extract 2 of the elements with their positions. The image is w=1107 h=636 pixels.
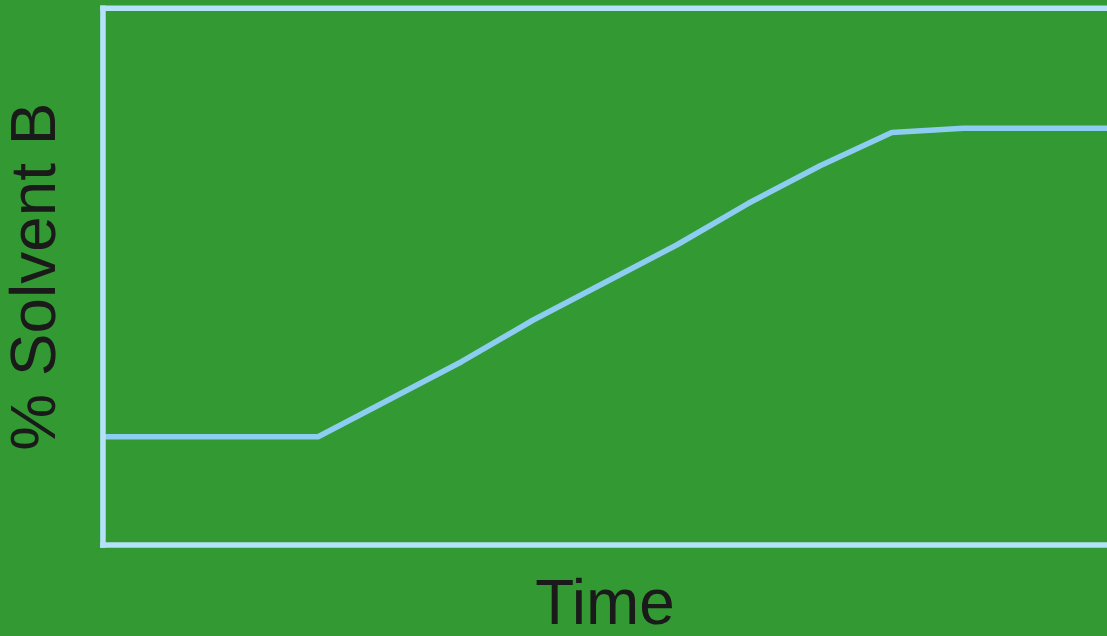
y-axis-title: % Solvent B	[8, 106, 56, 449]
x-axis-title: Time	[536, 577, 672, 625]
